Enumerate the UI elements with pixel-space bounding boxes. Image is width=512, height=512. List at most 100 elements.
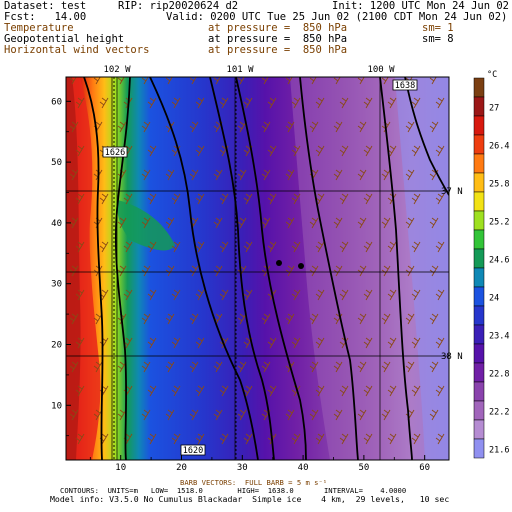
contour-line bbox=[379, 77, 413, 460]
wind-barb bbox=[411, 289, 421, 301]
wind-barb bbox=[123, 241, 133, 253]
wind-barb bbox=[333, 265, 343, 277]
wind-barb bbox=[429, 361, 439, 373]
wind-barb bbox=[213, 217, 223, 229]
wind-barb bbox=[429, 313, 439, 325]
wind-barb bbox=[363, 289, 373, 301]
wind-barb bbox=[141, 121, 151, 133]
colorbar-swatch bbox=[473, 248, 485, 269]
station-dot bbox=[298, 263, 304, 269]
wind-barb bbox=[243, 241, 253, 253]
wind-barb bbox=[189, 121, 199, 133]
wind-barb bbox=[99, 193, 109, 205]
wind-barb bbox=[429, 265, 439, 277]
valid-time: Valid: 0200 UTC Tue 25 Jun 02 (2100 CDT … bbox=[166, 11, 508, 23]
wind-barb bbox=[315, 289, 325, 301]
wind-barb bbox=[333, 77, 341, 85]
wind-barb bbox=[363, 241, 373, 253]
wind-barb bbox=[219, 241, 229, 253]
wind-barb bbox=[261, 313, 271, 325]
contour-line bbox=[235, 77, 307, 460]
wind-barb bbox=[357, 313, 367, 325]
wind-barb bbox=[69, 265, 79, 277]
wind-barb bbox=[381, 169, 391, 181]
wind-barb bbox=[237, 217, 247, 229]
wind-barb bbox=[219, 385, 229, 397]
wind-barb bbox=[291, 145, 301, 157]
wind-barb bbox=[93, 361, 103, 373]
wind-barb bbox=[165, 361, 175, 373]
wind-barb bbox=[117, 265, 127, 277]
colorbar-label: 22.8 bbox=[489, 369, 509, 379]
colorbar-swatch bbox=[473, 96, 485, 117]
wind-barb bbox=[309, 313, 319, 325]
wind-barb bbox=[411, 241, 421, 253]
wind-barb bbox=[357, 169, 367, 181]
wind-barb bbox=[189, 265, 199, 277]
wind-barb bbox=[99, 241, 109, 253]
wind-barb bbox=[261, 361, 271, 373]
wind-barb bbox=[147, 289, 157, 301]
wind-barb bbox=[291, 337, 301, 349]
colorbar-swatch bbox=[473, 305, 485, 326]
x-tick-label: 60 bbox=[419, 463, 430, 473]
wind-barb bbox=[147, 337, 157, 349]
wind-barb bbox=[213, 409, 223, 421]
lon-label: 101 W bbox=[226, 65, 254, 75]
wind-barb bbox=[435, 385, 445, 397]
contour-label: 1626 bbox=[105, 148, 125, 158]
wind-barb bbox=[75, 241, 85, 253]
wind-barb bbox=[339, 97, 349, 109]
field-name-wind: Horizontal wind vectors bbox=[4, 44, 150, 56]
wind-barb bbox=[429, 121, 439, 133]
wind-barb bbox=[333, 121, 343, 133]
x-tick-label: 50 bbox=[358, 463, 369, 473]
wind-barb bbox=[411, 433, 421, 445]
wind-barb bbox=[261, 77, 269, 85]
wind-barb bbox=[267, 241, 277, 253]
wind-barb bbox=[405, 121, 415, 133]
wind-barb bbox=[435, 193, 445, 205]
wind-barb bbox=[195, 241, 205, 253]
wind-barb bbox=[195, 433, 205, 445]
colorbar-label: 23.4 bbox=[489, 331, 509, 341]
colorbar-swatch bbox=[473, 419, 485, 440]
colorbar-swatch bbox=[473, 343, 485, 364]
field-smoothing-height: sm= 8 bbox=[422, 33, 454, 45]
wind-barb bbox=[75, 193, 85, 205]
wind-barb bbox=[123, 193, 133, 205]
wind-barb bbox=[237, 361, 247, 373]
wind-barb bbox=[141, 361, 151, 373]
y-tick-label: 60 bbox=[51, 97, 62, 107]
contour-line bbox=[299, 77, 359, 460]
wind-barb bbox=[165, 217, 175, 229]
wind-barb bbox=[315, 241, 325, 253]
wind-barb bbox=[315, 337, 325, 349]
colorbar-swatch bbox=[473, 134, 485, 155]
wind-barb bbox=[123, 289, 133, 301]
wind-barb bbox=[147, 193, 157, 205]
colorbar-label: 25.8 bbox=[489, 179, 509, 189]
height-contours bbox=[83, 77, 449, 460]
wind-barb bbox=[285, 409, 295, 421]
wind-barb bbox=[405, 361, 415, 373]
wind-barb bbox=[117, 217, 127, 229]
wind-barb bbox=[261, 169, 271, 181]
wind-barb bbox=[141, 313, 151, 325]
wind-barb bbox=[387, 433, 397, 445]
wind-barb bbox=[141, 77, 149, 85]
station-dot bbox=[276, 260, 282, 266]
wind-barb bbox=[189, 169, 199, 181]
y-tick-label: 50 bbox=[51, 158, 62, 168]
wind-barb bbox=[405, 217, 415, 229]
wind-barb bbox=[429, 217, 439, 229]
wind-barb bbox=[165, 409, 175, 421]
y-tick-label: 40 bbox=[51, 219, 62, 229]
wind-barb bbox=[429, 169, 439, 181]
wind-barb bbox=[411, 193, 421, 205]
colorbar-label: 25.2 bbox=[489, 217, 509, 227]
wind-barb bbox=[237, 77, 245, 85]
contour-label: 1638 bbox=[395, 81, 415, 91]
wind-barb bbox=[381, 313, 391, 325]
